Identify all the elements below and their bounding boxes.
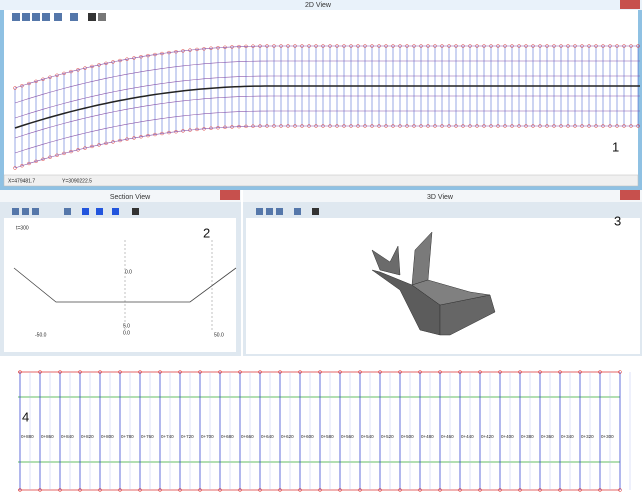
- window-title: Section View: [110, 194, 151, 201]
- profile-view: 4 0+880 0+860 0+840 0+820 0+800 0+780 0+760 0+7…: [18, 371, 630, 492]
- station-label: t=300: [16, 225, 29, 231]
- axis-label: 0.0: [123, 330, 130, 336]
- close-button[interactable]: [220, 190, 240, 200]
- station-label: 0+300: [601, 434, 614, 439]
- panel-number: 1: [612, 139, 619, 154]
- tool-button[interactable]: [88, 13, 96, 21]
- minimize-button[interactable]: [600, 0, 618, 9]
- left-label: -50.0: [35, 332, 47, 338]
- window-section: Section View t=300 2 0.0 -50.0 5.0 0.0 5…: [0, 190, 241, 356]
- station-label: 0+680: [221, 434, 234, 439]
- station-label: 0+340: [561, 434, 574, 439]
- tool-button[interactable]: [98, 13, 106, 21]
- station-label: 0+320: [581, 434, 594, 439]
- tool-button[interactable]: [32, 13, 40, 21]
- station-label: 0+740: [161, 434, 174, 439]
- tool-button[interactable]: [42, 13, 50, 21]
- station-label: 0+860: [41, 434, 54, 439]
- panel-number: 3: [614, 213, 621, 228]
- tool-button[interactable]: [32, 208, 39, 215]
- panel-number: 4: [22, 409, 29, 424]
- station-label: 0+640: [261, 434, 274, 439]
- station-label: 0+520: [381, 434, 394, 439]
- station-label: 0+600: [301, 434, 314, 439]
- tool-button[interactable]: [132, 208, 139, 215]
- axis-label: 5.0: [123, 323, 130, 329]
- tool-button[interactable]: [256, 208, 263, 215]
- station-label: 0+880: [21, 434, 34, 439]
- window-2d: 2D View X=479481.7 Y=3090222.5 1: [0, 0, 642, 190]
- tool-button[interactable]: [64, 208, 71, 215]
- status-bar: [4, 175, 638, 186]
- station-label: 0+480: [421, 434, 434, 439]
- tool-button[interactable]: [12, 208, 19, 215]
- station-label: 0+400: [501, 434, 514, 439]
- center-label: 0.0: [125, 269, 132, 275]
- panel-number: 2: [203, 225, 210, 240]
- station-label: 0+460: [441, 434, 454, 439]
- tool-button[interactable]: [312, 208, 319, 215]
- station-label: 0+820: [81, 434, 94, 439]
- tool-button[interactable]: [54, 13, 62, 21]
- y-coordinate: Y=3090222.5: [62, 178, 92, 184]
- tool-button[interactable]: [276, 208, 283, 215]
- window-title: 2D View: [305, 2, 332, 9]
- tool-button[interactable]: [96, 208, 103, 215]
- right-label: 50.0: [214, 332, 224, 338]
- station-label: 0+500: [401, 434, 414, 439]
- x-coordinate: X=479481.7: [8, 178, 35, 184]
- tool-button[interactable]: [82, 208, 89, 215]
- close-button[interactable]: [620, 0, 640, 9]
- window-title: 3D View: [427, 194, 454, 201]
- tool-button[interactable]: [12, 13, 20, 21]
- tool-button[interactable]: [22, 13, 30, 21]
- station-label: 0+620: [281, 434, 294, 439]
- tool-button[interactable]: [266, 208, 273, 215]
- station-label: 0+700: [201, 434, 214, 439]
- station-label: 0+760: [141, 434, 154, 439]
- tool-button[interactable]: [70, 13, 78, 21]
- screen: 2D View X=479481.7 Y=3090222.5 1 Section…: [0, 0, 642, 495]
- station-label: 0+660: [241, 434, 254, 439]
- tool-button[interactable]: [22, 208, 29, 215]
- tool-button[interactable]: [112, 208, 119, 215]
- station-label: 0+440: [461, 434, 474, 439]
- station-label: 0+720: [181, 434, 194, 439]
- station-label: 0+420: [481, 434, 494, 439]
- station-label: 0+540: [361, 434, 374, 439]
- station-label: 0+780: [121, 434, 134, 439]
- toolbar: [12, 13, 106, 21]
- station-label: 0+360: [541, 434, 554, 439]
- window-3d: 3D View 3: [243, 190, 642, 356]
- station-label: 0+580: [321, 434, 334, 439]
- tool-button[interactable]: [294, 208, 301, 215]
- close-button[interactable]: [620, 190, 640, 200]
- station-label: 0+800: [101, 434, 114, 439]
- station-label: 0+380: [521, 434, 534, 439]
- station-label: 0+840: [61, 434, 74, 439]
- station-label: 0+560: [341, 434, 354, 439]
